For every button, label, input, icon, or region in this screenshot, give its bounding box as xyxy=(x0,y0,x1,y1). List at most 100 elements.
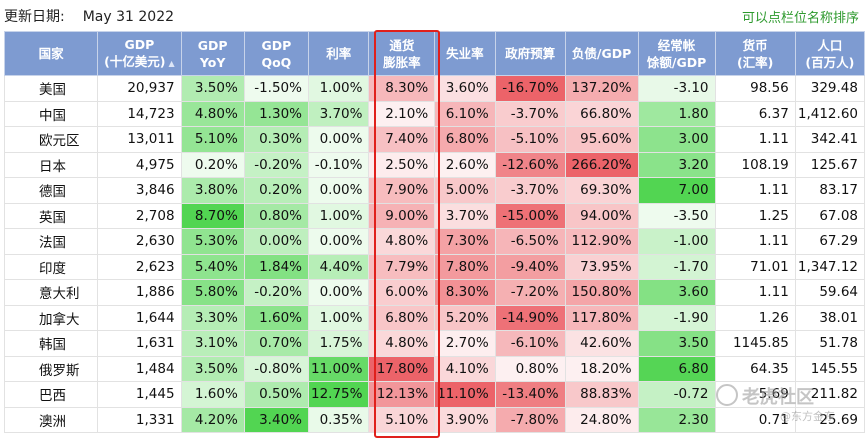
cell-yoy: 8.70% xyxy=(180,202,245,229)
column-header-budget[interactable]: 政府预算 xyxy=(494,31,566,76)
cell-unemployment: 6.10% xyxy=(434,100,496,127)
table-row: 美国 20,937 3.50% -1.50% 1.00% 8.30% 3.60% -16.70… xyxy=(3,75,865,102)
cell-inflation: 7.40% xyxy=(368,126,436,153)
column-header-gdp[interactable]: GDP (十亿美元) ▲ xyxy=(97,31,182,76)
cell-budget: -13.40% xyxy=(494,381,566,408)
cell-population: 25.69 xyxy=(794,406,865,433)
cell-debt: 94.00% xyxy=(564,202,639,229)
column-header-rate[interactable]: 利率 xyxy=(307,31,370,76)
cell-country: 英国 xyxy=(3,202,99,229)
cell-unemployment: 2.60% xyxy=(434,151,496,178)
column-header-currency[interactable]: 货币 (汇率) xyxy=(714,31,796,76)
cell-rate: 4.40% xyxy=(307,253,370,280)
cell-current: -3.50 xyxy=(637,202,716,229)
table-header-row: 国家 GDP (十亿美元) ▲ GDP YoY GDP QoQ 利率 通货 膨胀率 失业率 政府预算 负债… xyxy=(3,31,865,76)
cell-currency: 1145.85 xyxy=(714,330,796,357)
cell-population: 125.67 xyxy=(794,151,865,178)
update-date: May 31 2022 xyxy=(82,9,175,25)
cell-unemployment: 11.10% xyxy=(434,381,496,408)
cell-currency: 71.01 xyxy=(714,253,796,280)
cell-inflation: 2.10% xyxy=(368,100,436,127)
cell-inflation: 6.00% xyxy=(368,279,436,306)
cell-currency: 98.56 xyxy=(714,75,796,102)
column-header-line1: 经常帐 xyxy=(657,37,696,53)
tiger-logo-icon xyxy=(716,384,738,406)
cell-debt: 18.20% xyxy=(564,355,639,382)
cell-debt: 73.95% xyxy=(564,253,639,280)
cell-inflation: 12.13% xyxy=(368,381,436,408)
cell-rate: 1.00% xyxy=(307,304,370,331)
cell-unemployment: 5.20% xyxy=(434,304,496,331)
cell-qoq: 0.00% xyxy=(243,228,309,255)
cell-current: -3.10 xyxy=(637,75,716,102)
column-header-unemployment[interactable]: 失业率 xyxy=(434,31,496,76)
cell-current: -1.00 xyxy=(637,228,716,255)
cell-current: -0.72 xyxy=(637,381,716,408)
cell-budget: -3.70% xyxy=(494,177,566,204)
column-header-qoq[interactable]: GDP QoQ xyxy=(243,31,309,76)
cell-debt: 150.80% xyxy=(564,279,639,306)
cell-population: 342.41 xyxy=(794,126,865,153)
cell-debt: 112.90% xyxy=(564,228,639,255)
column-header-debt[interactable]: 负债/GDP xyxy=(564,31,639,76)
cell-budget: -14.90% xyxy=(494,304,566,331)
cell-gdp: 1,331 xyxy=(97,406,182,433)
table-row: 英国 2,708 8.70% 0.80% 1.00% 9.00% 3.70% -15.00% 9… xyxy=(3,202,865,229)
cell-yoy: 3.50% xyxy=(180,355,245,382)
column-header-country[interactable]: 国家 xyxy=(3,31,99,76)
cell-rate: 12.75% xyxy=(307,381,370,408)
table-row: 日本 4,975 0.20% -0.20% -0.10% 2.50% 2.60% -12.60… xyxy=(3,151,865,178)
cell-debt: 66.80% xyxy=(564,100,639,127)
column-header-yoy[interactable]: GDP YoY xyxy=(180,31,245,76)
cell-qoq: -0.20% xyxy=(243,279,309,306)
cell-inflation: 2.50% xyxy=(368,151,436,178)
cell-yoy: 3.10% xyxy=(180,330,245,357)
cell-population: 51.78 xyxy=(794,330,865,357)
column-header-line1: GDP xyxy=(261,37,292,53)
cell-unemployment: 3.70% xyxy=(434,202,496,229)
cell-current: 3.20 xyxy=(637,151,716,178)
column-header-current[interactable]: 经常帐 馀额/GDP xyxy=(637,31,716,76)
cell-rate: 1.00% xyxy=(307,202,370,229)
column-header-line1: 货币 xyxy=(742,37,768,53)
table-row: 俄罗斯 1,484 3.50% -0.80% 11.00% 17.80% 4.10% 0.80… xyxy=(3,355,865,382)
column-header-inflation[interactable]: 通货 膨胀率 xyxy=(368,31,436,76)
cell-qoq: 0.20% xyxy=(243,177,309,204)
cell-yoy: 5.30% xyxy=(180,228,245,255)
column-header-line1: 通货 xyxy=(389,37,415,53)
cell-gdp: 2,708 xyxy=(97,202,182,229)
cell-rate: 0.35% xyxy=(307,406,370,433)
cell-current: 3.00 xyxy=(637,126,716,153)
sort-ascending-icon: ▲ xyxy=(168,58,175,68)
cell-rate: 1.00% xyxy=(307,75,370,102)
update-info: 更新日期: May 31 2022 xyxy=(4,6,174,26)
cell-budget: -16.70% xyxy=(494,75,566,102)
cell-currency: 0.71 xyxy=(714,406,796,433)
cell-currency: 108.19 xyxy=(714,151,796,178)
cell-budget: -9.40% xyxy=(494,253,566,280)
cell-qoq: -0.80% xyxy=(243,355,309,382)
cell-inflation: 9.00% xyxy=(368,202,436,229)
cell-unemployment: 2.70% xyxy=(434,330,496,357)
cell-qoq: 0.30% xyxy=(243,126,309,153)
column-header-line2: (十亿美元) ▲ xyxy=(104,53,175,69)
cell-gdp: 3,846 xyxy=(97,177,182,204)
cell-yoy: 1.60% xyxy=(180,381,245,408)
cell-country: 意大利 xyxy=(3,279,99,306)
cell-debt: 137.20% xyxy=(564,75,639,102)
column-header-line1: GDP xyxy=(124,36,155,52)
cell-rate: 11.00% xyxy=(307,355,370,382)
cell-current: 3.60 xyxy=(637,279,716,306)
cell-country: 德国 xyxy=(3,177,99,204)
column-header-population[interactable]: 人口 (百万人) xyxy=(794,31,865,76)
cell-rate: 0.00% xyxy=(307,126,370,153)
cell-rate: 1.75% xyxy=(307,330,370,357)
cell-debt: 117.80% xyxy=(564,304,639,331)
cell-qoq: 1.60% xyxy=(243,304,309,331)
cell-qoq: -1.50% xyxy=(243,75,309,102)
column-header-line1: 失业率 xyxy=(446,46,484,61)
column-header-line2: YoY xyxy=(199,54,226,70)
cell-country: 日本 xyxy=(3,151,99,178)
table-row: 德国 3,846 3.80% 0.20% 0.00% 7.90% 5.00% -3.70% 69… xyxy=(3,177,865,204)
cell-currency: 1.25 xyxy=(714,202,796,229)
